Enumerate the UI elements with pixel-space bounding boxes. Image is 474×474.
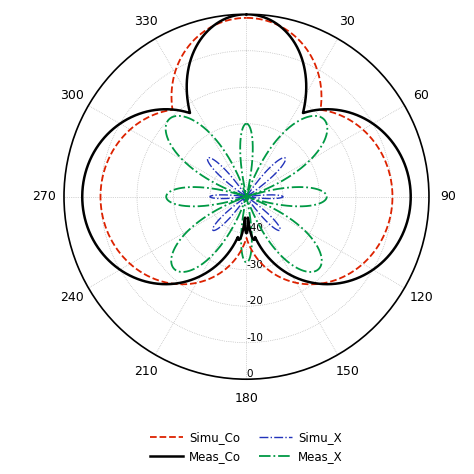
Meas_Co [243, 11, 248, 17]
Meas_X [243, 121, 249, 127]
Meas_X [244, 121, 249, 127]
Simu_X [244, 194, 249, 200]
Meas_Co [244, 11, 249, 17]
Meas_Co [403, 223, 409, 229]
Simu_X [244, 194, 249, 200]
Simu_Co [243, 15, 248, 21]
Legend: Simu_Co, Meas_Co, Simu_X, Meas_X: Simu_Co, Meas_Co, Simu_X, Meas_X [146, 427, 347, 468]
Meas_X [244, 121, 249, 127]
Simu_X [244, 194, 249, 200]
Simu_Co [386, 220, 392, 226]
Simu_Co [169, 84, 175, 90]
Line: Meas_X: Meas_X [165, 116, 328, 272]
Simu_Co [384, 162, 390, 167]
Line: Meas_Co: Meas_Co [82, 14, 410, 284]
Meas_X [283, 185, 289, 191]
Meas_Co [159, 281, 165, 287]
Simu_X [244, 194, 249, 200]
Meas_X [244, 194, 249, 200]
Meas_Co [245, 215, 251, 220]
Meas_Co [401, 158, 406, 164]
Meas_X [295, 203, 301, 209]
Simu_Co [244, 15, 249, 21]
Meas_X [321, 117, 327, 122]
Line: Simu_Co: Simu_Co [100, 18, 392, 284]
Simu_X [283, 155, 288, 161]
Simu_Co [176, 282, 182, 287]
Meas_Co [187, 110, 192, 116]
Meas_Co [243, 11, 249, 17]
Simu_X [242, 191, 247, 197]
Simu_Co [243, 15, 249, 21]
Simu_Co [244, 235, 249, 241]
Simu_X [211, 228, 217, 233]
Simu_X [244, 194, 249, 200]
Simu_Co [161, 279, 167, 285]
Line: Simu_X: Simu_X [208, 158, 285, 230]
Meas_X [186, 268, 191, 274]
Meas_X [173, 267, 178, 273]
Meas_Co [177, 280, 182, 286]
Simu_X [229, 213, 235, 219]
Meas_X [193, 119, 199, 125]
